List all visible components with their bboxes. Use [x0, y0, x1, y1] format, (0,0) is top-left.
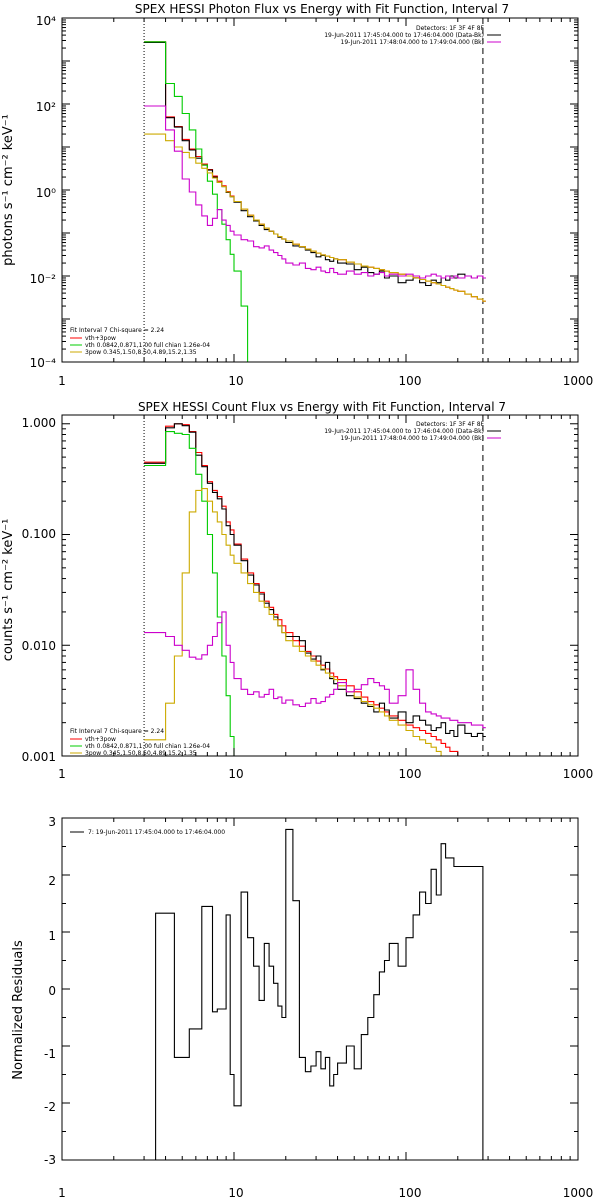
- residuals-y-tick-label-m3: -3: [44, 1153, 56, 1167]
- photon-series-vthplus3pow: [144, 41, 486, 302]
- count-y-axis-label: counts s⁻¹ cm⁻² keV⁻¹: [1, 519, 16, 662]
- residuals-panel: Normalized Residuals 1 10 100 1000 -3 -2…: [11, 815, 593, 1200]
- count-chart-title: SPEX HESSI Count Flux vs Energy with Fit…: [138, 400, 506, 414]
- count-x-tick-label-1: 1: [58, 767, 66, 781]
- residuals-y-tick-label-3: 3: [48, 815, 56, 829]
- residuals-plot-frame: [61, 817, 579, 1161]
- count-plot-frame: [61, 414, 579, 757]
- photon-x-tick-label-1: 1: [58, 374, 66, 388]
- photon-series-vth: [144, 41, 249, 362]
- residuals-x-tick-label-1000: 1000: [563, 1186, 594, 1200]
- count-legend-3pow: 3pow 0.345,1.50,8.50,4.89,15.2,1.35: [85, 750, 197, 757]
- residuals-y-tick-label-2: 2: [48, 874, 56, 888]
- photon-flux-panel: SPEX HESSI Photon Flux vs Energy with Fi…: [1, 2, 593, 388]
- photon-legend-data-bk: 19-Jun-2011 17:45:04.000 to 17:46:04.000…: [324, 32, 484, 39]
- count-legend-data-bk: 19-Jun-2011 17:45:04.000 to 17:46:04.000…: [324, 428, 484, 435]
- photon-legend-3pow: 3pow 0.345,1.50,8.50,4.89,15.2,1.35: [85, 349, 197, 356]
- photon-y-tick-label-1e-4: 10⁻⁴: [30, 356, 57, 370]
- photon-plot-frame: [61, 17, 579, 363]
- count-series-3pow: [144, 488, 447, 756]
- residuals-y-tick-label-m1: -1: [44, 1047, 56, 1061]
- photon-series-data-bk: [144, 41, 486, 287]
- count-legend-detectors: Detectors: 1F 3F 4F 8F: [416, 421, 485, 428]
- photon-x-tick-label-10: 10: [228, 374, 243, 388]
- photon-y-tick-label-1e-2: 10⁻²: [30, 272, 57, 286]
- photon-y-tick-label-1e4: 10⁴: [36, 14, 56, 28]
- count-series-bk: [144, 611, 486, 729]
- photon-series-bk: [144, 105, 486, 279]
- photon-legend-vth: vth 0.0842,0.871,1.00 full chian 1.26e-0…: [85, 342, 210, 349]
- count-series-data-bk: [144, 423, 486, 738]
- residuals-y-axis-label: Normalized Residuals: [11, 940, 26, 1080]
- count-legend-vth: vth 0.0842,0.871,1.00 full chian 1.26e-0…: [85, 743, 210, 750]
- residuals-x-tick-label-1: 1: [58, 1186, 66, 1200]
- photon-y-axis-label: photons s⁻¹ cm⁻² keV⁻¹: [1, 114, 16, 266]
- count-legend-bk: 19-Jun-2011 17:48:04.000 to 17:49:04.000…: [341, 435, 484, 442]
- count-legend-vth3pow: vth+3pow: [85, 736, 116, 743]
- photon-y-tick-label-1e2: 10²: [36, 100, 56, 114]
- residuals-y-tick-label-1: 1: [48, 929, 56, 943]
- photon-x-tick-label-100: 100: [399, 374, 422, 388]
- count-x-tick-label-100: 100: [399, 767, 422, 781]
- count-y-tick-label-0010: 0.010: [22, 639, 56, 653]
- count-y-tick-label-0100: 0.100: [22, 527, 56, 541]
- count-x-tick-label-1000: 1000: [563, 767, 594, 781]
- residuals-y-tick-label-0: 0: [48, 984, 56, 998]
- photon-legend-vth3pow: vth+3pow: [85, 335, 116, 342]
- photon-chart-title: SPEX HESSI Photon Flux vs Energy with Fi…: [135, 2, 509, 16]
- residuals-x-tick-label-100: 100: [399, 1186, 422, 1200]
- residuals-legend-label: 7: 19-Jun-2011 17:45:04.000 to 17:46:04.…: [88, 829, 225, 836]
- count-legend-fit-interval: Fit Interval 7 Chi-square = 2.24: [70, 728, 164, 735]
- residuals-series-7: [144, 828, 486, 1160]
- photon-x-tick-label-1000: 1000: [563, 374, 594, 388]
- residuals-y-tick-label-m2: -2: [44, 1100, 56, 1114]
- count-y-tick-label-1000: 1.000: [22, 416, 56, 430]
- photon-series-3pow: [144, 133, 486, 302]
- photon-legend-bk: 19-Jun-2011 17:48:04.000 to 17:49:04.000…: [341, 39, 484, 46]
- photon-y-tick-label-1e0: 10⁰: [36, 186, 56, 200]
- count-x-tick-label-10: 10: [228, 767, 243, 781]
- photon-legend-detectors: Detectors: 1F 3F 4F 8F: [416, 25, 485, 32]
- residuals-x-tick-label-10: 10: [228, 1186, 243, 1200]
- count-y-tick-label-0001: 0.001: [22, 750, 56, 764]
- count-flux-panel: SPEX HESSI Count Flux vs Energy with Fit…: [1, 400, 593, 781]
- count-series-vth: [144, 431, 235, 756]
- photon-legend-fit-interval: Fit Interval 7 Chi-square = 2.24: [70, 327, 164, 334]
